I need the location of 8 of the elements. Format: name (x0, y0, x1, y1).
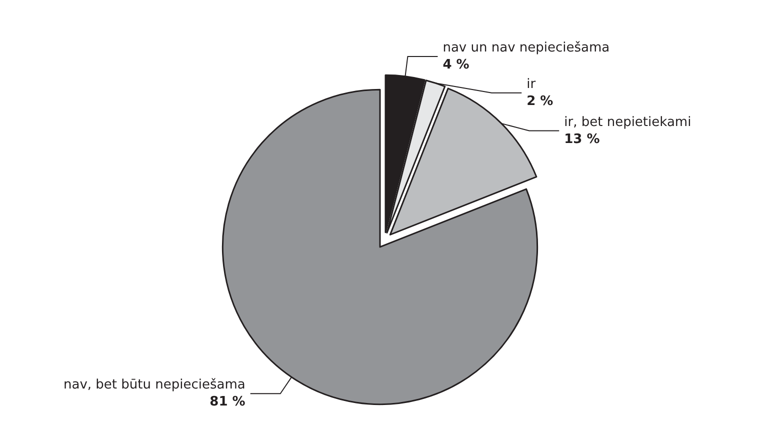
data-label: 2 % (526, 94, 554, 109)
data-label: 81 % (210, 394, 246, 410)
slice-label: nav un nav nepieciešama (442, 40, 610, 56)
slice-label: nav, bet būtu nepieciešama (63, 378, 246, 393)
data-label: 4 % (442, 57, 470, 72)
data-label: 13 % (564, 132, 600, 147)
slice-label: ir (526, 76, 536, 92)
slice-label: ir, bet nepietiekami (564, 114, 692, 130)
